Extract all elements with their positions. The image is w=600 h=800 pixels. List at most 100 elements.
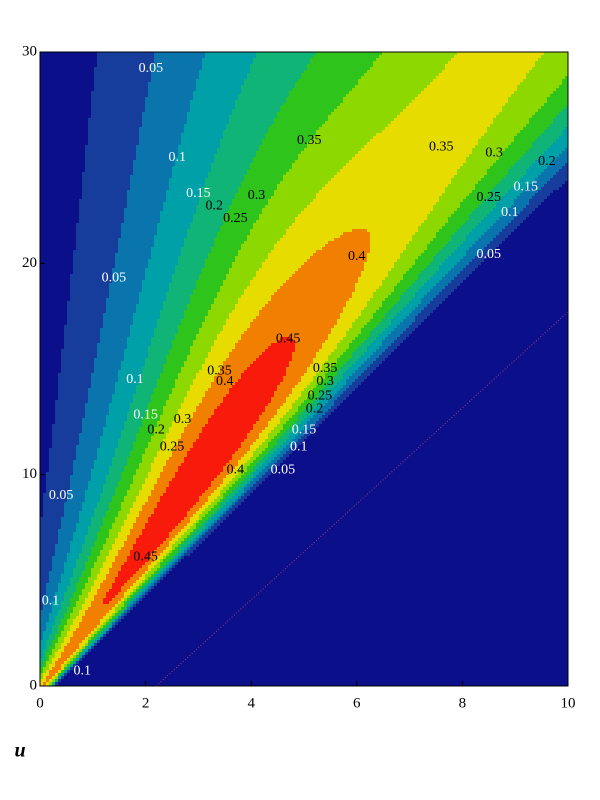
contour-band [124,466,140,470]
contour-band [115,391,137,395]
contour-band [73,622,80,626]
contour-band [217,496,224,500]
contour-band [466,235,482,239]
contour-band [169,430,185,434]
contour-band [73,265,116,269]
contour-band [73,619,83,623]
contour-band [136,580,143,584]
contour-band [73,256,116,260]
contour-band [127,604,131,608]
contour-band [211,250,239,254]
contour-band [40,421,56,425]
contour-band [436,235,452,239]
contour-band [454,265,467,269]
contour-band [364,340,374,344]
contour-band [67,664,71,668]
contour-band [286,412,296,416]
contour-band [40,91,92,95]
contour-band [142,424,158,428]
contour-band [70,298,107,302]
contour-band [418,256,434,260]
contour-band [97,574,107,578]
contour-band [40,595,44,599]
contour-band [166,574,569,578]
contour-band [193,340,215,344]
contour-band [160,472,176,476]
contour-band [154,427,170,431]
contour-band [97,454,116,458]
contour-band [151,577,155,581]
contour-band [529,202,542,206]
contour-band [361,355,371,359]
contour-band [481,235,497,239]
contour-band [82,604,92,608]
contour-band [40,445,53,449]
contour-band [472,211,491,215]
contour-band [253,484,260,488]
contour-band [379,355,389,359]
contour-band [184,427,203,431]
contour-band [346,334,359,338]
contour-band [271,448,278,452]
contour-band [112,616,116,620]
contour-band [100,436,122,440]
contour-band [421,298,434,302]
contour-band [70,286,110,290]
contour-band [478,253,491,257]
contour-band [262,211,302,215]
contour-band [127,601,131,605]
contour-band [298,439,305,443]
contour-band [352,382,362,386]
contour-band [250,364,290,368]
contour-band [127,514,140,518]
contour-band [241,481,248,485]
contour-band [130,607,134,611]
contour-band [40,655,44,659]
contour-band [208,310,233,314]
contour-band [40,244,77,248]
contour-band [118,481,134,485]
contour-band [175,382,194,386]
contour-band [358,280,383,284]
contour-band [79,610,86,614]
contour-band [532,67,569,71]
contour-band [442,247,458,251]
contour-band [511,205,527,209]
contour-band [76,454,98,458]
contour-band [148,568,152,572]
contour-band [346,349,356,353]
contour-band [76,583,86,587]
contour-band [112,271,146,275]
contour-band [91,109,146,113]
contour-band [58,373,92,377]
contour-band [157,571,161,575]
contour-band [130,595,134,599]
contour-band [40,556,53,560]
contour-band [202,364,224,368]
contour-band [373,61,449,65]
contour-band [82,175,131,179]
contour-band [40,259,74,263]
contour-band [376,310,389,314]
contour-band [52,424,83,428]
contour-band [106,556,116,560]
contour-band [40,376,59,380]
contour-band [70,274,113,278]
contour-band [52,601,62,605]
contour-band [133,400,152,404]
contour-band [97,637,101,641]
contour-band [61,580,71,584]
contour-band [373,316,386,320]
contour-band [220,139,263,143]
contour-band [40,157,86,161]
contour-band [61,364,95,368]
contour-band [82,655,86,659]
contour-band [85,169,134,173]
contour-band [121,616,125,620]
contour-band [151,250,182,254]
contour-band [61,355,98,359]
contour-band [337,370,347,374]
contour-band [178,325,203,329]
contour-band [406,304,419,308]
contour-band [52,610,59,614]
